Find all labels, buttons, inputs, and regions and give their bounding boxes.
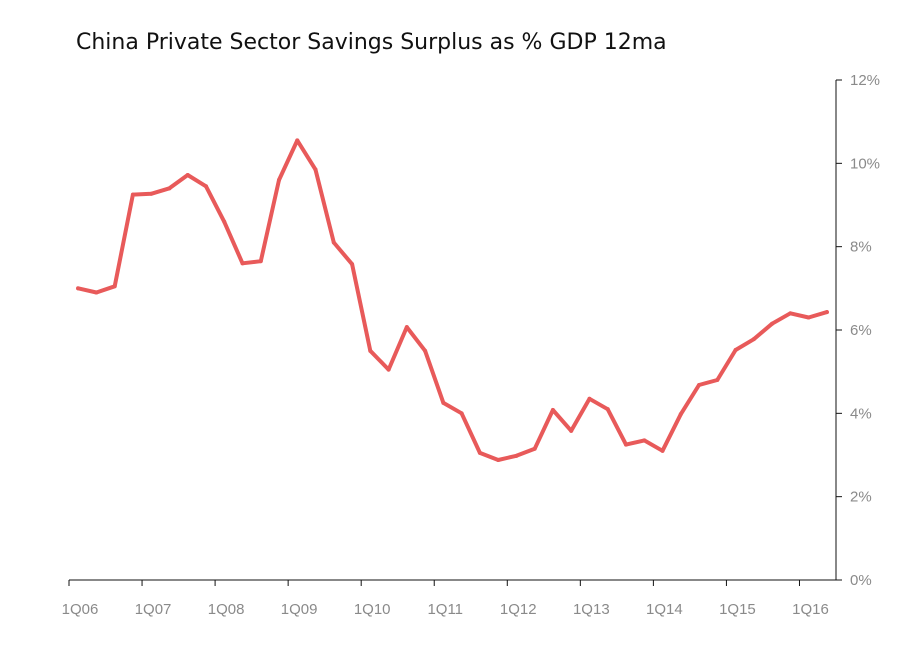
data-point xyxy=(514,453,519,458)
x-tick-label: 1Q07 xyxy=(135,601,172,618)
x-tick-label: 1Q10 xyxy=(354,601,391,618)
x-tick-label: 1Q15 xyxy=(719,601,756,618)
y-tick-label: 2% xyxy=(850,489,872,506)
data-point xyxy=(203,184,208,189)
data-point xyxy=(240,261,245,266)
y-tick-label: 4% xyxy=(850,405,872,422)
data-point xyxy=(331,240,336,245)
y-tick-label: 8% xyxy=(850,239,872,256)
data-point xyxy=(678,412,683,417)
data-point xyxy=(404,325,409,330)
y-tick-label: 6% xyxy=(850,322,872,339)
data-point xyxy=(569,428,574,433)
x-tick-label: 1Q09 xyxy=(281,601,318,618)
y-tick-label: 0% xyxy=(850,572,872,589)
x-tick-label: 1Q11 xyxy=(427,601,463,618)
data-point xyxy=(477,450,482,455)
data-point xyxy=(423,348,428,353)
x-tick-label: 1Q13 xyxy=(573,601,610,618)
data-point xyxy=(441,400,446,405)
x-tick-label: 1Q06 xyxy=(62,601,99,618)
data-point xyxy=(149,191,154,196)
data-point xyxy=(788,311,793,316)
data-point xyxy=(112,284,117,289)
data-point xyxy=(350,262,355,267)
data-point xyxy=(277,178,282,182)
chart-title: China Private Sector Savings Surplus as … xyxy=(76,30,667,55)
data-point xyxy=(94,290,99,295)
x-tick-label: 1Q16 xyxy=(792,601,829,618)
data-point xyxy=(770,321,775,326)
data-point xyxy=(76,286,81,291)
data-point xyxy=(733,348,738,352)
y-tick-label: 12% xyxy=(850,72,880,89)
data-point xyxy=(660,448,665,453)
x-tick-label: 1Q08 xyxy=(208,601,245,618)
x-tick-label: 1Q12 xyxy=(500,601,537,618)
x-tick-label: 1Q14 xyxy=(646,601,683,618)
data-point xyxy=(623,442,628,447)
data-point xyxy=(368,348,373,353)
data-point xyxy=(587,396,592,401)
data-point xyxy=(295,138,300,143)
data-point xyxy=(806,315,811,320)
data-point xyxy=(496,458,501,462)
y-tick-label: 10% xyxy=(850,155,880,172)
data-point xyxy=(824,310,829,315)
data-point xyxy=(605,407,610,412)
data-point xyxy=(532,446,537,451)
data-point xyxy=(386,367,391,372)
data-point xyxy=(715,378,720,382)
data-point xyxy=(167,186,172,191)
series-line xyxy=(76,138,829,462)
data-point xyxy=(459,411,464,416)
data-point xyxy=(642,438,647,443)
data-point xyxy=(697,383,702,387)
data-point xyxy=(751,337,756,342)
data-point xyxy=(222,219,227,224)
data-point xyxy=(313,167,318,172)
data-point xyxy=(185,173,190,177)
data-point xyxy=(550,408,555,412)
data-point xyxy=(130,192,135,197)
data-point xyxy=(258,259,263,264)
